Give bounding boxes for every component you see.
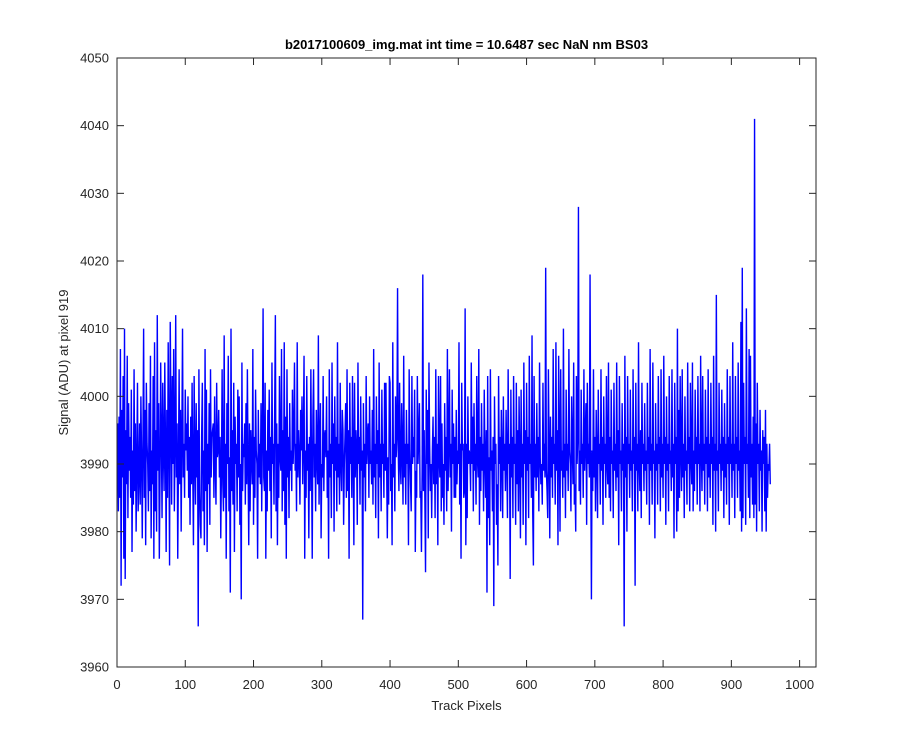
chart-title: b2017100609_img.mat int time = 10.6487 s… <box>285 37 648 52</box>
x-tick-label: 0 <box>113 677 120 692</box>
x-tick-label: 900 <box>721 677 743 692</box>
plot-area: 0 100 200 300 400 500 600 700 800 900 1000 3960 397… <box>80 51 817 692</box>
x-tick-label: 100 <box>174 677 196 692</box>
data-series-line <box>116 118 771 627</box>
x-tick-label: 200 <box>243 677 265 692</box>
x-axis-ticks: 0 100 200 300 400 500 600 700 800 900 1000 <box>113 58 814 692</box>
axes-box <box>116 57 817 668</box>
x-tick-label: 600 <box>516 677 538 692</box>
x-tick-label: 700 <box>584 677 606 692</box>
y-axis-label: Signal (ADU) at pixel 919 <box>56 290 71 436</box>
axes-background <box>117 58 816 667</box>
y-tick-label: 4030 <box>80 186 109 201</box>
y-tick-label: 3970 <box>80 592 109 607</box>
y-tick-label: 4050 <box>80 51 109 66</box>
x-tick-label: 1000 <box>785 677 814 692</box>
x-tick-label: 400 <box>379 677 401 692</box>
y-tick-label: 3960 <box>80 660 109 675</box>
y-tick-label: 4020 <box>80 254 109 269</box>
x-tick-label: 300 <box>311 677 333 692</box>
x-tick-label: 800 <box>652 677 674 692</box>
y-axis-ticks: 3960 3970 3980 3990 4000 4010 4020 4030 4040 4050 <box>80 51 816 675</box>
y-tick-label: 4000 <box>80 389 109 404</box>
y-tick-label: 4040 <box>80 118 109 133</box>
y-tick-label: 3990 <box>80 457 109 472</box>
x-axis-label: Track Pixels <box>431 698 502 713</box>
y-tick-label: 4010 <box>80 321 109 336</box>
x-tick-label: 500 <box>447 677 469 692</box>
y-tick-label: 3980 <box>80 524 109 539</box>
